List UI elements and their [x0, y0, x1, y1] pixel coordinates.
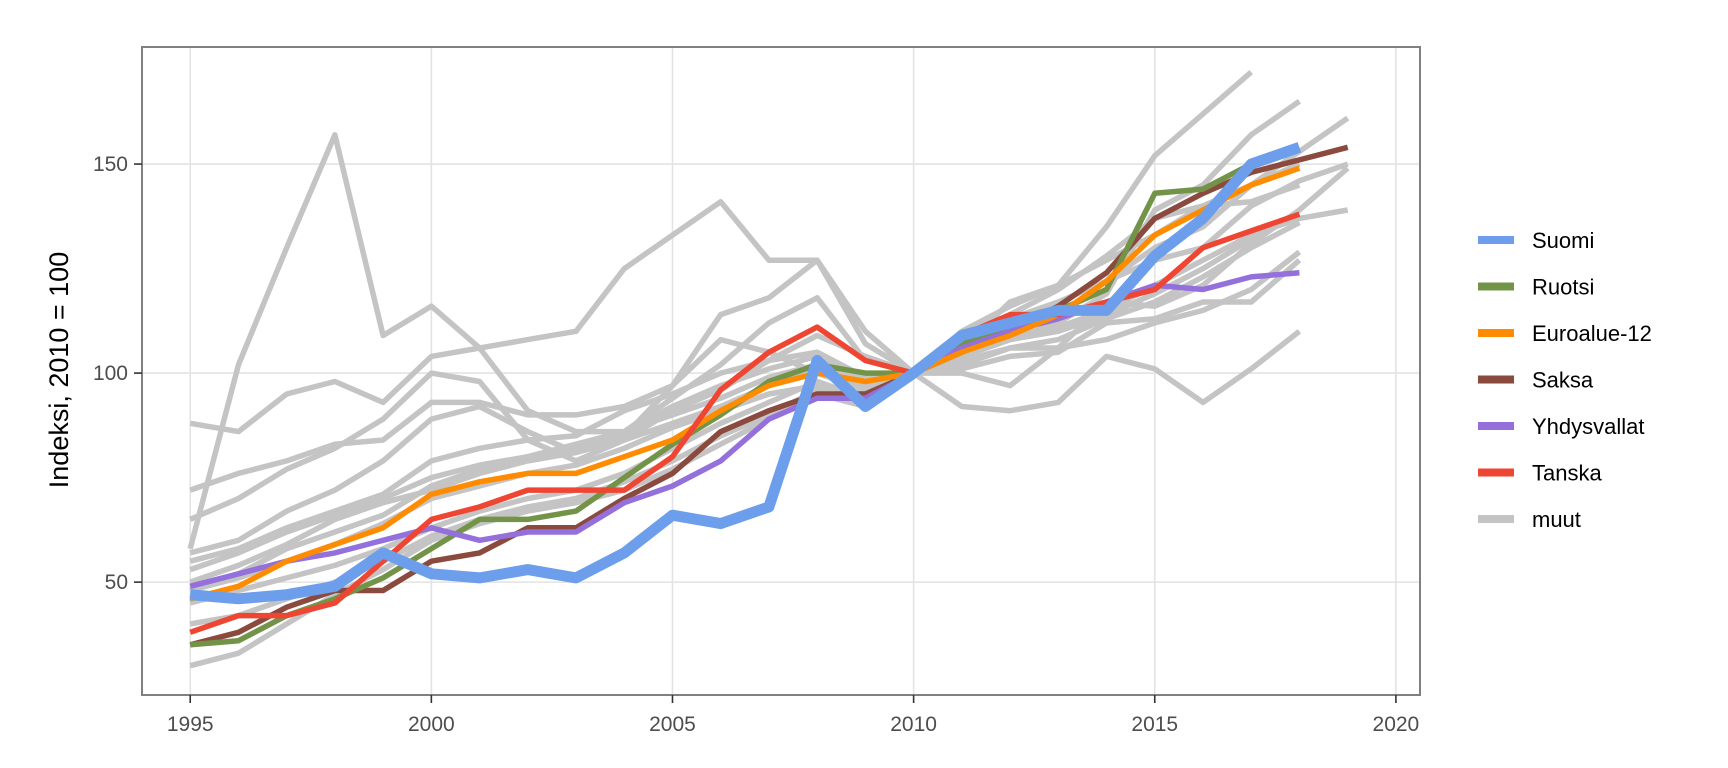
series-lines — [187, 70, 1350, 669]
legend-label-yhdysvallat: Yhdysvallat — [1532, 414, 1645, 439]
y-tick-label: 50 — [105, 571, 128, 594]
x-tick-label: 1995 — [167, 713, 214, 736]
series-line-other-8 — [189, 249, 1302, 594]
x-tick-label: 2000 — [408, 713, 455, 736]
series-line-other-11 — [189, 211, 1301, 669]
series-line-other-9 — [189, 258, 1302, 606]
plot-panel-border — [141, 46, 1421, 696]
x-tick-label: 2015 — [1131, 713, 1178, 736]
x-tick-label: 2020 — [1373, 713, 1420, 736]
x-tick-label: 2010 — [890, 713, 937, 736]
y-tick-label: 100 — [93, 362, 128, 385]
x-axis: 1995 2000 2005 2010 2015 2020 — [167, 695, 1419, 736]
series-line-other-2 — [189, 115, 1350, 493]
series-line-muut — [189, 70, 1254, 435]
legend-label-muut: muut — [1532, 507, 1581, 532]
y-tick-label: 150 — [93, 153, 128, 176]
legend: Suomi Ruotsi Euroalue-12 Saksa Yhdysvallat Ta… — [1478, 228, 1652, 532]
legend-label-saksa: Saksa — [1532, 368, 1594, 393]
series-line-other-12 — [189, 161, 1301, 594]
y-axis-title: Indeksi, 2010 = 100 — [44, 252, 74, 488]
series-line-other-4 — [189, 329, 1302, 556]
legend-label-ruotsi: Ruotsi — [1532, 275, 1594, 300]
x-tick-label: 2005 — [649, 713, 696, 736]
legend-label-tanska: Tanska — [1532, 461, 1602, 486]
legend-label-suomi: Suomi — [1532, 228, 1594, 253]
series-line-euroalue-12 — [189, 165, 1301, 602]
series-line-saksa — [189, 144, 1349, 648]
series-line-suomi — [189, 142, 1302, 605]
series-line-other-6 — [189, 182, 1301, 573]
y-axis: 50 100 150 — [93, 153, 142, 594]
legend-label-euroalue-12: Euroalue-12 — [1532, 321, 1652, 346]
